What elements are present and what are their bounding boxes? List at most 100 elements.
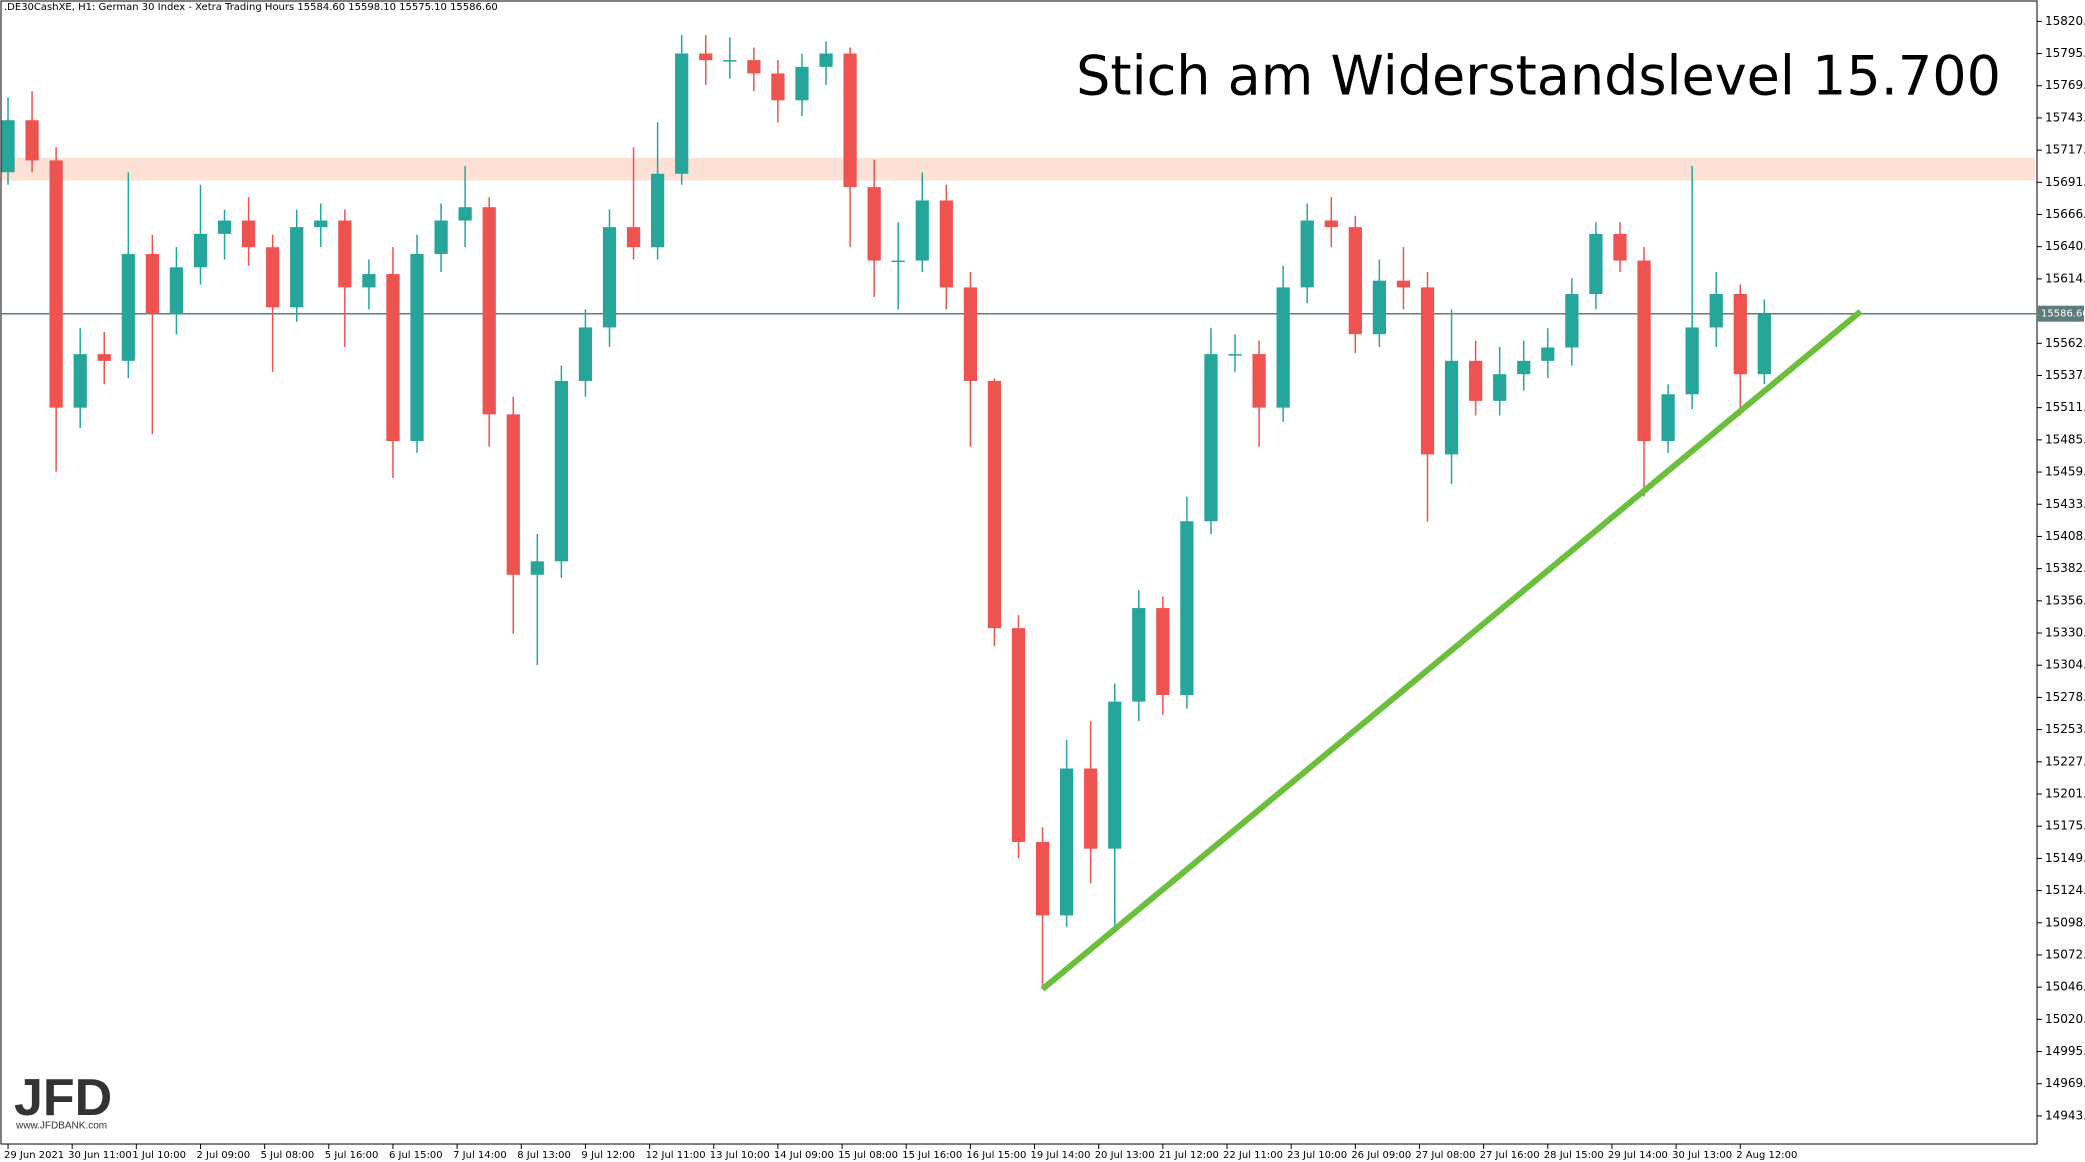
- y-tick-label: 15098.31: [2045, 915, 2085, 929]
- candle-body: [1132, 608, 1146, 702]
- candle-body: [1757, 314, 1771, 375]
- candle-body: [1613, 233, 1627, 261]
- trendline: [1040, 309, 1863, 992]
- logo-url: www.JFDBANK.com: [15, 1120, 107, 1131]
- candle-body: [1204, 354, 1218, 522]
- candle-body: [482, 207, 496, 415]
- y-tick-label: 15124.12: [2045, 883, 2085, 897]
- candle-body: [169, 267, 184, 315]
- candle-body: [266, 247, 280, 308]
- y-tick-label: 15201.55: [2045, 786, 2085, 800]
- candle-body: [1709, 293, 1723, 328]
- candle-body: [602, 227, 617, 328]
- y-tick-label: 15459.65: [2045, 465, 2085, 479]
- y-tick-label: 15433.84: [2045, 497, 2085, 511]
- candle-body: [675, 53, 689, 174]
- plot-frame: [0, 0, 2038, 1145]
- candle-body: [1084, 768, 1098, 849]
- y-tick-label: 15020.88: [2045, 1012, 2085, 1026]
- x-tick-label: 28 Jul 15:00: [1544, 1150, 1604, 1161]
- candle-body: [915, 200, 929, 261]
- candle-body: [530, 561, 544, 575]
- candle-body: [1420, 287, 1435, 455]
- candle-body: [362, 274, 376, 288]
- candle-body: [1060, 768, 1074, 916]
- y-tick-label: 15614.51: [2045, 271, 2085, 285]
- y-tick-label: 15537.08: [2045, 368, 2085, 382]
- candle-body: [1517, 360, 1531, 375]
- chart-header: .DE30CashXE, H1: German 30 Index - Xetra…: [4, 2, 498, 13]
- y-tick-label: 15253.17: [2045, 722, 2085, 736]
- candle-body: [626, 227, 641, 248]
- x-tick-label: 22 Jul 11:00: [1223, 1150, 1283, 1161]
- y-tick-label: 15485.46: [2045, 432, 2085, 446]
- candle-body: [314, 220, 328, 228]
- y-tick-label: 14943.45: [2045, 1108, 2085, 1122]
- x-tick-label: 6 Jul 15:00: [389, 1150, 443, 1161]
- y-tick-label: 15511.27: [2045, 400, 2085, 414]
- y-tick-label: 15278.98: [2045, 690, 2085, 704]
- candle-body: [386, 274, 400, 442]
- candle-body: [771, 73, 785, 101]
- candle-body: [819, 53, 833, 67]
- candle-body: [747, 60, 761, 74]
- y-tick-label: 15330.60: [2045, 626, 2085, 640]
- current-price-box: [2038, 305, 2084, 322]
- candle-body: [1252, 354, 1266, 408]
- candle-body: [1541, 347, 1555, 361]
- candle-body: [1156, 608, 1170, 696]
- x-tick-label: 14 Jul 09:00: [774, 1150, 834, 1161]
- candle-body: [1, 120, 15, 173]
- candle-body: [241, 220, 256, 248]
- candle-body: [1565, 293, 1579, 348]
- y-tick-label: 15691.94: [2045, 175, 2085, 189]
- candle-body: [1685, 327, 1699, 395]
- candle-body: [843, 53, 857, 188]
- candle-body: [1396, 280, 1411, 288]
- y-tick-label: 15562.89: [2045, 336, 2085, 350]
- candle-body: [1011, 628, 1026, 842]
- candle-body: [1324, 220, 1338, 228]
- x-tick-label: 2 Aug 12:00: [1736, 1150, 1797, 1161]
- candle-body: [867, 187, 881, 261]
- candle-body: [1493, 374, 1507, 401]
- candle-body: [987, 380, 1002, 629]
- current-price-label: 15586.60: [2041, 309, 2085, 320]
- candle-body: [891, 260, 905, 263]
- y-tick-label: 15408.03: [2045, 529, 2085, 543]
- x-tick-label: 15 Jul 16:00: [902, 1150, 962, 1161]
- candle-body: [963, 287, 977, 381]
- y-tick-label: 15769.37: [2045, 78, 2085, 92]
- x-tick-label: 27 Jul 16:00: [1480, 1150, 1540, 1161]
- x-tick-label: 23 Jul 10:00: [1287, 1150, 1347, 1161]
- x-tick-label: 7 Jul 14:00: [453, 1150, 507, 1161]
- y-tick-label: 15820.99: [2045, 14, 2085, 28]
- y-tick-label: 15072.50: [2045, 947, 2085, 961]
- candle-body: [1372, 280, 1387, 335]
- candle-body: [723, 60, 737, 62]
- candle-body: [410, 253, 424, 442]
- y-tick-label: 14969.26: [2045, 1076, 2085, 1090]
- x-tick-label: 16 Jul 15:00: [966, 1150, 1026, 1161]
- candle-body: [578, 327, 593, 381]
- y-tick-label: 14995.07: [2045, 1044, 2085, 1058]
- chart-title: Stich am Widerstandslevel 15.700: [1076, 45, 2001, 108]
- candle-body: [1228, 354, 1242, 356]
- y-tick-label: 15666.13: [2045, 207, 2085, 221]
- resistance-zone: [2, 157, 2035, 181]
- candle-body: [1348, 227, 1362, 335]
- y-tick-label: 15382.22: [2045, 561, 2085, 575]
- x-tick-label: 29 Jun 2021: [4, 1150, 64, 1161]
- candle-body: [1108, 701, 1122, 849]
- y-tick-label: 15175.74: [2045, 819, 2085, 833]
- y-tick-label: 15795.18: [2045, 46, 2085, 60]
- x-tick-label: 8 Jul 13:00: [517, 1150, 571, 1161]
- x-tick-label: 19 Jul 14:00: [1031, 1150, 1091, 1161]
- candle-body: [193, 233, 208, 268]
- x-tick-label: 5 Jul 16:00: [325, 1150, 379, 1161]
- x-tick-label: 2 Jul 09:00: [196, 1150, 250, 1161]
- candle-body: [290, 227, 304, 308]
- candle-body: [939, 200, 953, 288]
- candle-body: [1300, 220, 1314, 288]
